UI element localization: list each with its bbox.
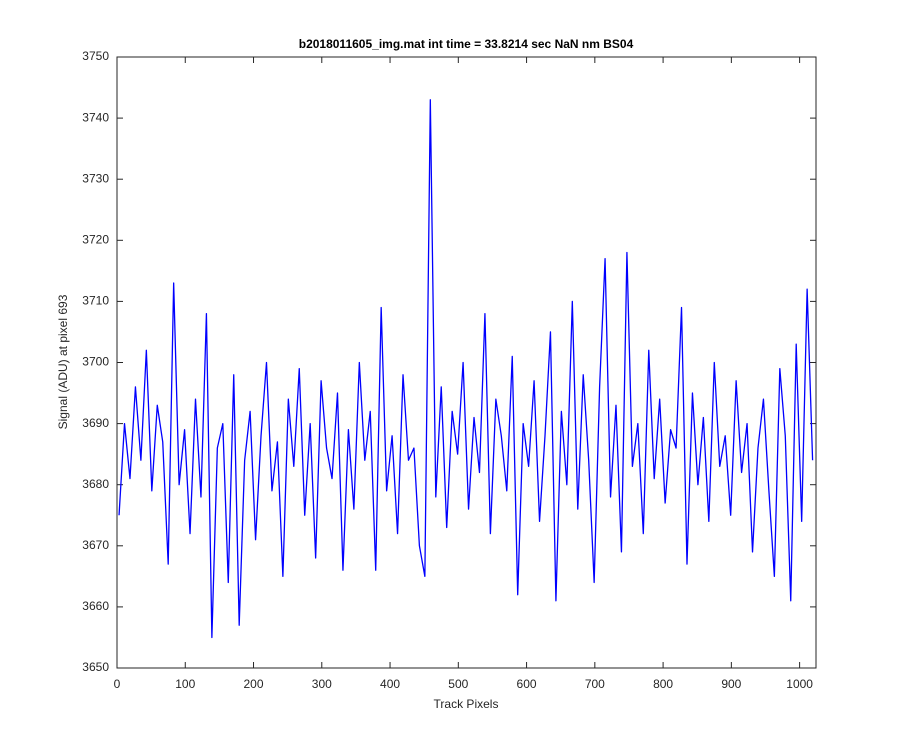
x-tick-label: 200 [244,677,264,691]
x-tick-label: 0 [114,677,121,691]
y-tick-label: 3700 [82,355,109,369]
x-tick-label: 900 [721,677,741,691]
y-tick-label: 3740 [82,110,109,124]
x-axis-label: Track Pixels [434,697,499,711]
y-tick-label: 3660 [82,599,109,613]
x-tick-label: 600 [517,677,537,691]
y-tick-label: 3650 [82,660,109,674]
chart-title: b2018011605_img.mat int time = 33.8214 s… [299,37,634,51]
y-tick-label: 3710 [82,294,109,308]
x-tick-label: 700 [585,677,605,691]
x-tick-label: 300 [312,677,332,691]
x-tick-label: 800 [653,677,673,691]
x-tick-label: 400 [380,677,400,691]
y-tick-label: 3680 [82,477,109,491]
axes-box [116,56,817,669]
y-tick-label: 3720 [82,232,109,246]
y-tick-label: 3750 [82,49,109,63]
data-line [118,99,814,639]
y-tick-label: 3690 [82,416,109,430]
x-tick-label: 100 [175,677,195,691]
x-tick-label: 1000 [786,677,813,691]
y-axis-label: Signal (ADU) at pixel 693 [56,294,70,429]
y-tick-label: 3730 [82,171,109,185]
x-tick-label: 500 [448,677,468,691]
y-tick-label: 3670 [82,538,109,552]
